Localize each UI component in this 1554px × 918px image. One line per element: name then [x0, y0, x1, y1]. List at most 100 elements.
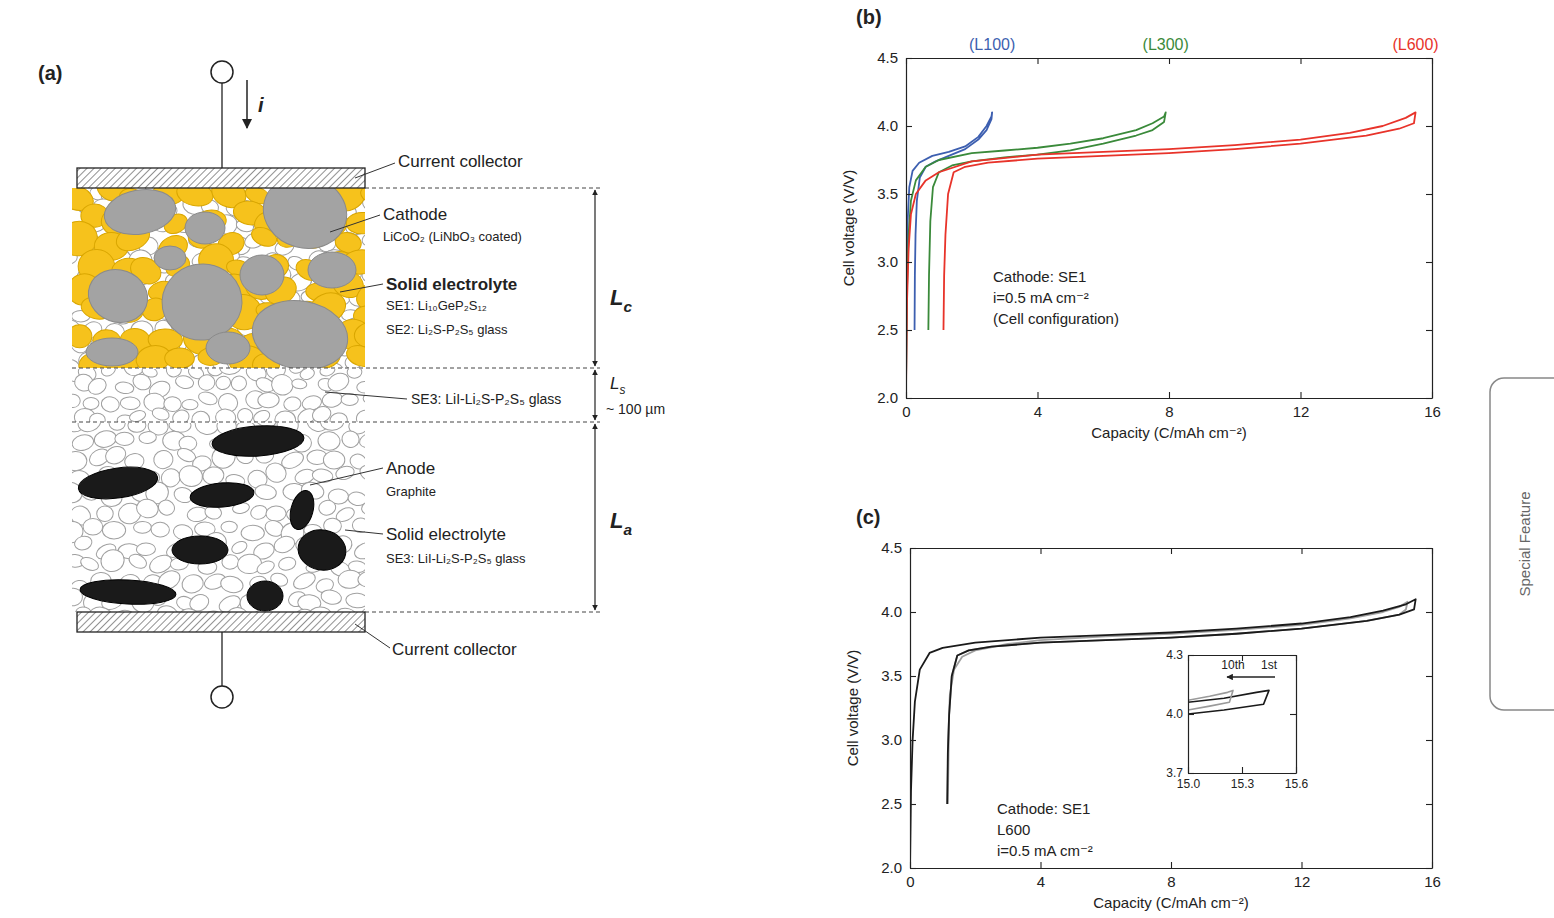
electrolyte-particle: [73, 534, 94, 552]
electrolyte-particle: [152, 449, 175, 471]
boundary-line: [72, 368, 600, 369]
leader-line: [310, 468, 383, 485]
electrolyte-particle: [283, 396, 302, 412]
tick-mark: [910, 868, 916, 869]
leader-line: [355, 163, 395, 178]
tick-mark: [1426, 740, 1432, 741]
leader-line: [330, 215, 380, 232]
x-axis: 0481216: [902, 392, 1441, 420]
electrolyte-particle: [361, 500, 365, 517]
tick-mark: [1188, 714, 1194, 715]
label: Current collector: [392, 640, 517, 659]
diagram: iLcLs~ 100 µmLaCurrent collectorCathodeL…: [53, 61, 665, 708]
electrolyte-particle: [89, 413, 105, 422]
electrolyte-particle: [221, 521, 237, 533]
separator-region: [72, 369, 365, 422]
cathode-particle: [101, 188, 180, 240]
electrolyte-particle: [72, 451, 87, 471]
tick-mark: [910, 804, 916, 805]
tick-mark: [910, 548, 911, 554]
tick: 2.0: [877, 389, 912, 406]
electrolyte-particle: [83, 518, 103, 535]
electrolyte-particle: [128, 423, 146, 433]
electrolyte-particle: [88, 606, 114, 612]
electrolyte-particle: [127, 552, 149, 572]
dimension-arrow: [594, 190, 595, 366]
tick-label: 3.7: [1166, 766, 1183, 780]
tick-mark: [906, 58, 907, 64]
label: SE2: Li₂S-P₂S₅ glass: [386, 322, 508, 337]
dimension-subscript: c: [623, 298, 632, 315]
tick: 3.7: [1166, 766, 1194, 780]
electrolyte-particle: [72, 394, 80, 408]
electrolyte-particle: [72, 433, 95, 453]
y-axis-right: [1426, 549, 1433, 869]
tick-mark: [1171, 548, 1172, 554]
series-label: (L100): [969, 36, 1015, 53]
dimension-note: ~ 100 µm: [606, 401, 665, 417]
label: SE3: LiI-Li₂S-P₂S₅ glass: [411, 391, 561, 407]
electrolyte-particle: [219, 369, 241, 375]
plot-area: [906, 112, 1416, 391]
tick-mark: [1426, 548, 1432, 549]
dimension-subscript: s: [619, 383, 625, 397]
tick-mark: [1169, 58, 1170, 64]
annotation: Cathode: SE1: [997, 800, 1090, 817]
electrolyte-particle: [151, 406, 171, 422]
axis-line: [1432, 549, 1433, 869]
tick-mark: [1037, 58, 1038, 64]
electrolyte-particle: [352, 518, 365, 533]
graphite-particle: [172, 536, 228, 564]
cathode-particle: [185, 212, 225, 244]
electrolyte-particle: [215, 408, 237, 422]
dimension-arrow: [594, 424, 595, 610]
tick-mark: [1426, 194, 1432, 195]
electrolyte-particle: [317, 431, 341, 451]
electrolyte-particle: [236, 407, 255, 422]
inset: 15.015.315.63.74.04.31st10th: [1166, 648, 1308, 790]
electrolyte-particle: [317, 498, 337, 517]
tick-mark: [910, 612, 916, 613]
electrolyte-particle: [164, 396, 182, 412]
graphite-particle: [211, 423, 305, 459]
tick: [1426, 194, 1432, 195]
anode-region: [72, 423, 365, 612]
electrolyte-particle: [320, 588, 343, 606]
electrolyte-particle: [155, 603, 182, 612]
side-tab-label: Special Feature: [1516, 491, 1533, 596]
series-line: [910, 599, 1416, 868]
electrolyte-particle: [99, 369, 117, 378]
electrolyte-particle: [139, 431, 157, 444]
electrolyte-particle: [262, 460, 289, 486]
axis-line: [906, 59, 907, 399]
sulfide-particle: [174, 188, 215, 209]
electrolyte-particle: [254, 484, 277, 501]
tick: 4: [1037, 862, 1045, 890]
tick: [1426, 676, 1432, 677]
tick-label: 15.3: [1231, 777, 1255, 791]
tick-mark: [1300, 58, 1301, 64]
side-tab-frame: [1490, 378, 1554, 710]
axis-line: [1296, 656, 1297, 774]
x-axis-title: Capacity (C/mAh cm⁻²): [1093, 894, 1248, 911]
tick: 3.5: [881, 667, 916, 684]
electrolyte-particle: [345, 592, 365, 608]
tick: 15.3: [1231, 767, 1255, 791]
y-axis-title: Cell voltage (V/V): [844, 650, 861, 767]
tick-label: 2.0: [881, 859, 902, 876]
label: Graphite: [386, 484, 436, 499]
current-collector: [77, 612, 365, 632]
tick-label: 2.5: [877, 321, 898, 338]
tick-label: 3.0: [877, 253, 898, 270]
series-line: [1188, 690, 1233, 710]
axis-line: [1189, 773, 1297, 774]
tick-mark: [1169, 392, 1170, 398]
tick: [906, 58, 907, 64]
electrolyte-particle: [128, 409, 147, 422]
tick-label: 12: [1293, 403, 1310, 420]
electrolyte-particle: [291, 569, 318, 592]
tick-mark: [906, 262, 912, 263]
tick: 12: [1294, 862, 1311, 890]
tick-mark: [1171, 862, 1172, 868]
tick-mark: [1290, 714, 1296, 715]
